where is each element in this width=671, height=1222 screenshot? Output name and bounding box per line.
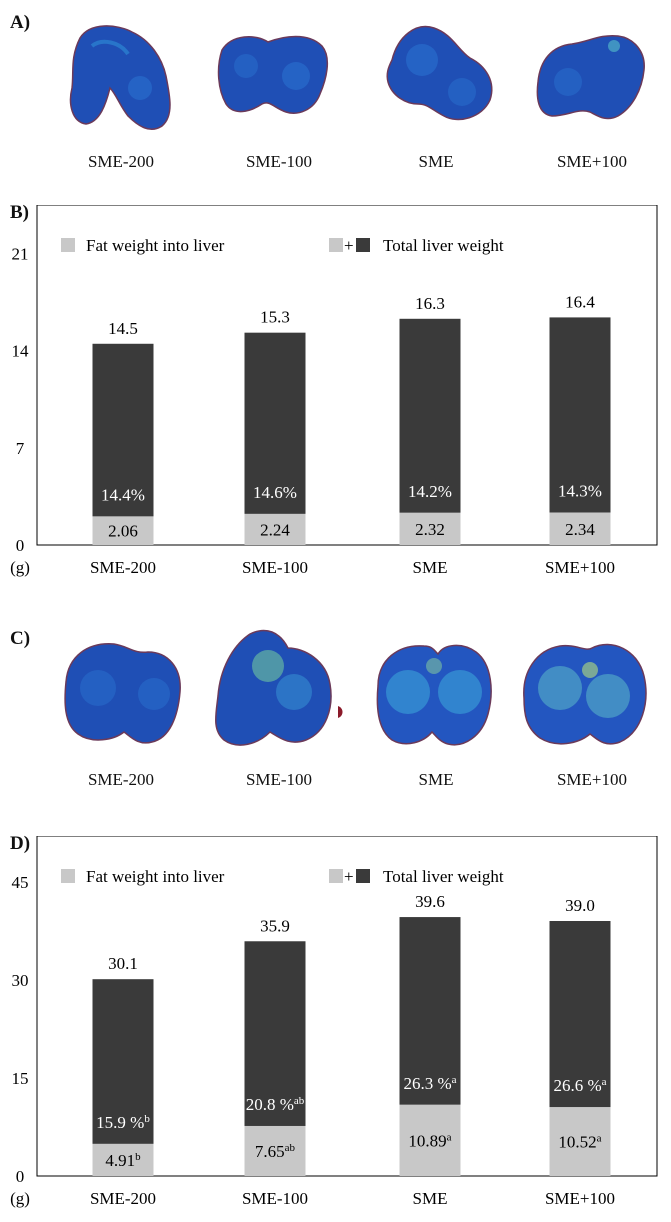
chart-d-bar-fat	[549, 1107, 611, 1176]
chart-b-total-label: 15.3	[260, 308, 290, 327]
chart-b-legend-total-swatch	[356, 238, 370, 252]
chart-d-legend-fat-label: Fat weight into liver	[86, 867, 225, 886]
chart-d-fat-label: 4.91b	[105, 1151, 141, 1170]
chart-b-total-label: 16.4	[565, 292, 595, 311]
panel-c-label-2: SME-100	[245, 770, 313, 789]
liver-image-a4	[536, 34, 645, 120]
chart-d-fat-label: 10.52a	[558, 1133, 601, 1152]
chart-d-percent-label: 26.3 %a	[403, 1074, 456, 1093]
chart-b-ytick-label: 7	[16, 439, 25, 458]
chart-b-percent-label: 14.4%	[101, 485, 145, 504]
panel-c-label-3: SME	[418, 770, 454, 789]
panel-a-label-4: SME+100	[556, 152, 628, 171]
chart-b-bar-fat	[244, 513, 306, 545]
chart-b: 0 7 14 21 (g) Fat weight into liver + Total liv…	[10, 205, 658, 577]
liver-image-c1	[64, 643, 181, 744]
chart-b-fat-label: 2.34	[565, 520, 595, 539]
chart-d-fat-label: 10.89a	[408, 1131, 451, 1150]
chart-d-total-label: 35.9	[260, 916, 290, 935]
chart-d-bar-total	[549, 921, 611, 1108]
chart-b-category-label: SME	[413, 558, 448, 577]
chart-d: 0 15 30 45 (g) Fat weight into liver + Total li…	[10, 836, 658, 1208]
chart-d-legend-fat-swatch-2	[329, 869, 343, 883]
chart-d-bar-fat	[244, 1125, 306, 1176]
chart-d-ytick-label: 45	[12, 873, 29, 892]
chart-b-legend-fat-label: Fat weight into liver	[86, 236, 225, 255]
chart-b-ytick-label: 0	[16, 536, 25, 555]
chart-d-ytick-label: 0	[16, 1167, 25, 1186]
chart-b-bar-total	[399, 318, 461, 513]
liver-image-c3	[376, 644, 492, 746]
chart-b-legend-fat-swatch	[61, 238, 75, 252]
chart-b-fat-label: 2.06	[108, 522, 138, 541]
liver-image-a1	[69, 25, 171, 130]
chart-d-total-label: 39.0	[565, 896, 595, 915]
chart-b-fat-label: 2.32	[415, 520, 445, 539]
liver-image-a3	[386, 25, 493, 121]
chart-d-percent-label: 15.9 %b	[96, 1113, 150, 1132]
chart-b-fat-label: 2.24	[260, 520, 290, 539]
chart-d-ytick-label: 30	[12, 971, 29, 990]
chart-b-bar-total	[549, 317, 611, 513]
chart-d-percent-label: 20.8 %ab	[246, 1095, 305, 1114]
chart-d-bar-total	[399, 917, 461, 1105]
panel-c-label-1: SME-200	[87, 770, 155, 789]
chart-d-fat-label: 7.65ab	[255, 1142, 296, 1161]
chart-b-ytick-label: 14	[12, 342, 30, 361]
chart-b-bar-fat	[399, 512, 461, 545]
chart-b-total-label: 16.3	[415, 294, 445, 313]
panel-d-letter: D)	[10, 833, 31, 854]
chart-b-category-label: SME+100	[545, 558, 615, 577]
panel-a-label-3: SME	[418, 152, 454, 171]
chart-d-bar-total	[92, 979, 154, 1144]
chart-d-y-unit: (g)	[10, 1189, 30, 1208]
panel-c-label-4: SME+100	[556, 770, 628, 789]
panel-a-label-2: SME-100	[245, 152, 313, 171]
panel-a-label-1: SME-200	[87, 152, 155, 171]
chart-b-bar-total	[92, 343, 154, 517]
chart-d-legend-fat-swatch	[61, 869, 75, 883]
liver-image-c4	[523, 643, 647, 745]
chart-d-percent-label: 26.6 %a	[553, 1076, 606, 1095]
chart-b-percent-label: 14.2%	[408, 482, 452, 501]
chart-b-percent-label: 14.6%	[253, 483, 297, 502]
chart-b-y-unit: (g)	[10, 558, 30, 577]
chart-b-percent-label: 14.3%	[558, 482, 602, 501]
liver-image-a2	[217, 35, 329, 114]
chart-d-bar-fat	[399, 1104, 461, 1176]
chart-d-bar-total	[244, 941, 306, 1126]
chart-d-category-label: SME+100	[545, 1189, 615, 1208]
chart-d-total-label: 39.6	[415, 892, 445, 911]
chart-d-total-label: 30.1	[108, 954, 138, 973]
chart-b-ytick-label: 21	[12, 245, 29, 264]
chart-b-total-label: 14.5	[108, 319, 138, 338]
chart-b-category-label: SME-100	[242, 558, 308, 577]
chart-d-ytick-label: 15	[12, 1069, 29, 1088]
chart-d-legend-plus: +	[344, 867, 354, 886]
chart-b-legend-total-label: Total liver weight	[383, 236, 504, 255]
chart-d-legend-total-label: Total liver weight	[383, 867, 504, 886]
chart-b-legend-fat-swatch-2	[329, 238, 343, 252]
chart-b-bar-fat	[549, 512, 611, 545]
liver-image-c2	[215, 629, 343, 746]
chart-d-legend-total-swatch	[356, 869, 370, 883]
panel-a-letter: A)	[10, 12, 31, 33]
chart-b-legend-plus: +	[344, 236, 354, 255]
chart-d-category-label: SME	[413, 1189, 448, 1208]
chart-d-category-label: SME-100	[242, 1189, 308, 1208]
panel-c-letter: C)	[10, 628, 31, 649]
chart-d-category-label: SME-200	[90, 1189, 156, 1208]
chart-b-bar-total	[244, 332, 306, 514]
chart-b-category-label: SME-200	[90, 558, 156, 577]
chart-b-bar-fat	[92, 516, 154, 545]
panel-b-letter: B)	[10, 202, 29, 223]
chart-d-bar-fat	[92, 1143, 154, 1176]
